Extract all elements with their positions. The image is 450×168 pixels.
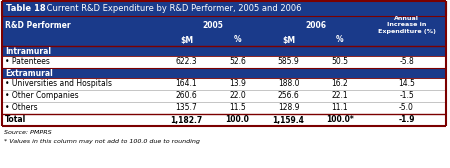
Text: • Others: • Others (5, 103, 38, 113)
Text: 16.2: 16.2 (332, 79, 348, 89)
Text: %: % (336, 35, 344, 45)
Text: -1.5: -1.5 (399, 92, 414, 100)
Text: -1.9: -1.9 (398, 116, 415, 124)
Text: 188.0: 188.0 (278, 79, 299, 89)
Text: 22.1: 22.1 (332, 92, 348, 100)
Text: Total: Total (5, 116, 26, 124)
Text: 13.9: 13.9 (229, 79, 246, 89)
Text: 52.6: 52.6 (229, 57, 246, 67)
Text: 585.9: 585.9 (278, 57, 299, 67)
Bar (2, 34, 446, 46)
Text: %: % (234, 35, 241, 45)
Text: 622.3: 622.3 (176, 57, 197, 67)
Text: 22.0: 22.0 (229, 92, 246, 100)
Text: 50.5: 50.5 (332, 57, 348, 67)
Text: 14.5: 14.5 (398, 79, 415, 89)
Text: -5.8: -5.8 (399, 57, 414, 67)
Text: Intramural: Intramural (5, 47, 51, 55)
Bar (2, 1, 446, 16)
Text: 1,159.4: 1,159.4 (273, 116, 305, 124)
Bar (2, 16, 446, 34)
Bar (2, 78, 446, 90)
Bar (2, 56, 446, 68)
Bar (2, 68, 446, 78)
Text: $M: $M (180, 35, 193, 45)
Text: Table 18: Table 18 (6, 4, 45, 13)
Text: 1,182.7: 1,182.7 (171, 116, 202, 124)
Text: Extramural: Extramural (5, 69, 53, 77)
Text: • Other Companies: • Other Companies (5, 92, 79, 100)
Text: 260.6: 260.6 (176, 92, 198, 100)
Text: 164.1: 164.1 (176, 79, 197, 89)
Text: 2006: 2006 (305, 20, 326, 30)
Text: 100.0: 100.0 (225, 116, 249, 124)
Bar (2, 114, 446, 126)
Text: * Values in this column may not add to 100.0 due to rounding: * Values in this column may not add to 1… (4, 139, 200, 144)
Text: Current R&D Expenditure by R&D Performer, 2005 and 2006: Current R&D Expenditure by R&D Performer… (44, 4, 302, 13)
Text: R&D Performer: R&D Performer (5, 20, 71, 30)
Text: 128.9: 128.9 (278, 103, 299, 113)
Text: -5.0: -5.0 (399, 103, 414, 113)
Text: 2005: 2005 (202, 20, 224, 30)
Text: $M: $M (282, 35, 295, 45)
Text: 135.7: 135.7 (176, 103, 198, 113)
Text: 100.0*: 100.0* (326, 116, 354, 124)
Text: • Universities and Hospitals: • Universities and Hospitals (5, 79, 112, 89)
Text: 256.6: 256.6 (278, 92, 299, 100)
Text: 11.5: 11.5 (229, 103, 246, 113)
Text: Annual
Increase in
Expenditure (%): Annual Increase in Expenditure (%) (378, 16, 436, 33)
Bar (2, 102, 446, 114)
Text: Source: PMPRS: Source: PMPRS (4, 130, 52, 135)
Text: • Patentees: • Patentees (5, 57, 50, 67)
Bar (2, 46, 446, 56)
Bar (2, 90, 446, 102)
Text: 11.1: 11.1 (332, 103, 348, 113)
